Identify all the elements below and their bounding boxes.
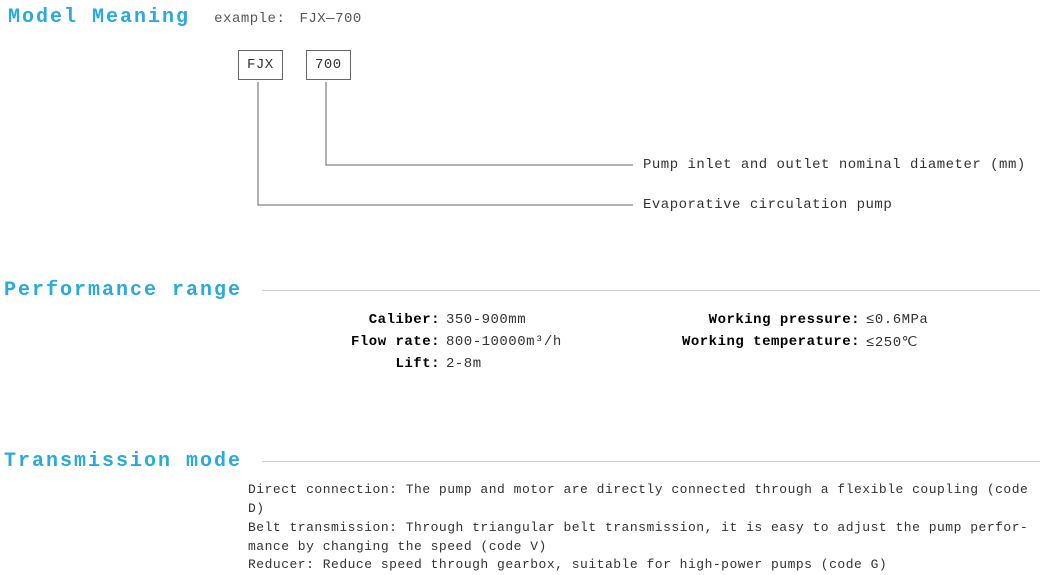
transmission-title: Transmission mode [0, 450, 242, 473]
performance-title: Performance range [0, 279, 242, 302]
perf-lift-value: 2-8m [446, 356, 482, 372]
example-value: FJX—700 [299, 11, 361, 27]
divider-line [262, 461, 1040, 462]
divider-line [262, 290, 1040, 291]
perf-temperature-value: ≤250℃ [866, 334, 918, 351]
perf-flowrate-label: Flow rate: [300, 334, 440, 350]
perf-pressure-value: ≤0.6MPa [866, 312, 928, 328]
perf-pressure-label: Working pressure: [670, 312, 860, 328]
model-meaning-title: Model Meaning [8, 6, 190, 29]
performance-section: Performance range Caliber: 350-900mm Flo… [0, 279, 1060, 378]
perf-lift-label: Lift: [300, 356, 440, 372]
annotation-number: Pump inlet and outlet nominal diameter (… [643, 157, 1026, 173]
transmission-body: Direct connection: The pump and motor ar… [0, 481, 1060, 575]
perf-pressure: Working pressure: ≤0.6MPa [670, 312, 1030, 328]
perf-temperature: Working temperature: ≤250℃ [670, 334, 1030, 351]
perf-caliber: Caliber: 350-900mm [300, 312, 670, 328]
perf-lift: Lift: 2-8m [300, 356, 670, 372]
transmission-section: Transmission mode Direct connection: The… [0, 450, 1060, 575]
perf-temperature-label: Working temperature: [670, 334, 860, 351]
perf-caliber-label: Caliber: [300, 312, 440, 328]
perf-caliber-value: 350-900mm [446, 312, 526, 328]
perf-flowrate-value: 800-10000m³/h [446, 334, 562, 350]
perf-flowrate: Flow rate: 800-10000m³/h [300, 334, 670, 350]
annotation-code: Evaporative circulation pump [643, 197, 892, 213]
example-label: example: [214, 11, 285, 27]
model-meaning-header: Model Meaning example: FJX—700 [8, 6, 362, 29]
leader-lines [238, 50, 1008, 220]
